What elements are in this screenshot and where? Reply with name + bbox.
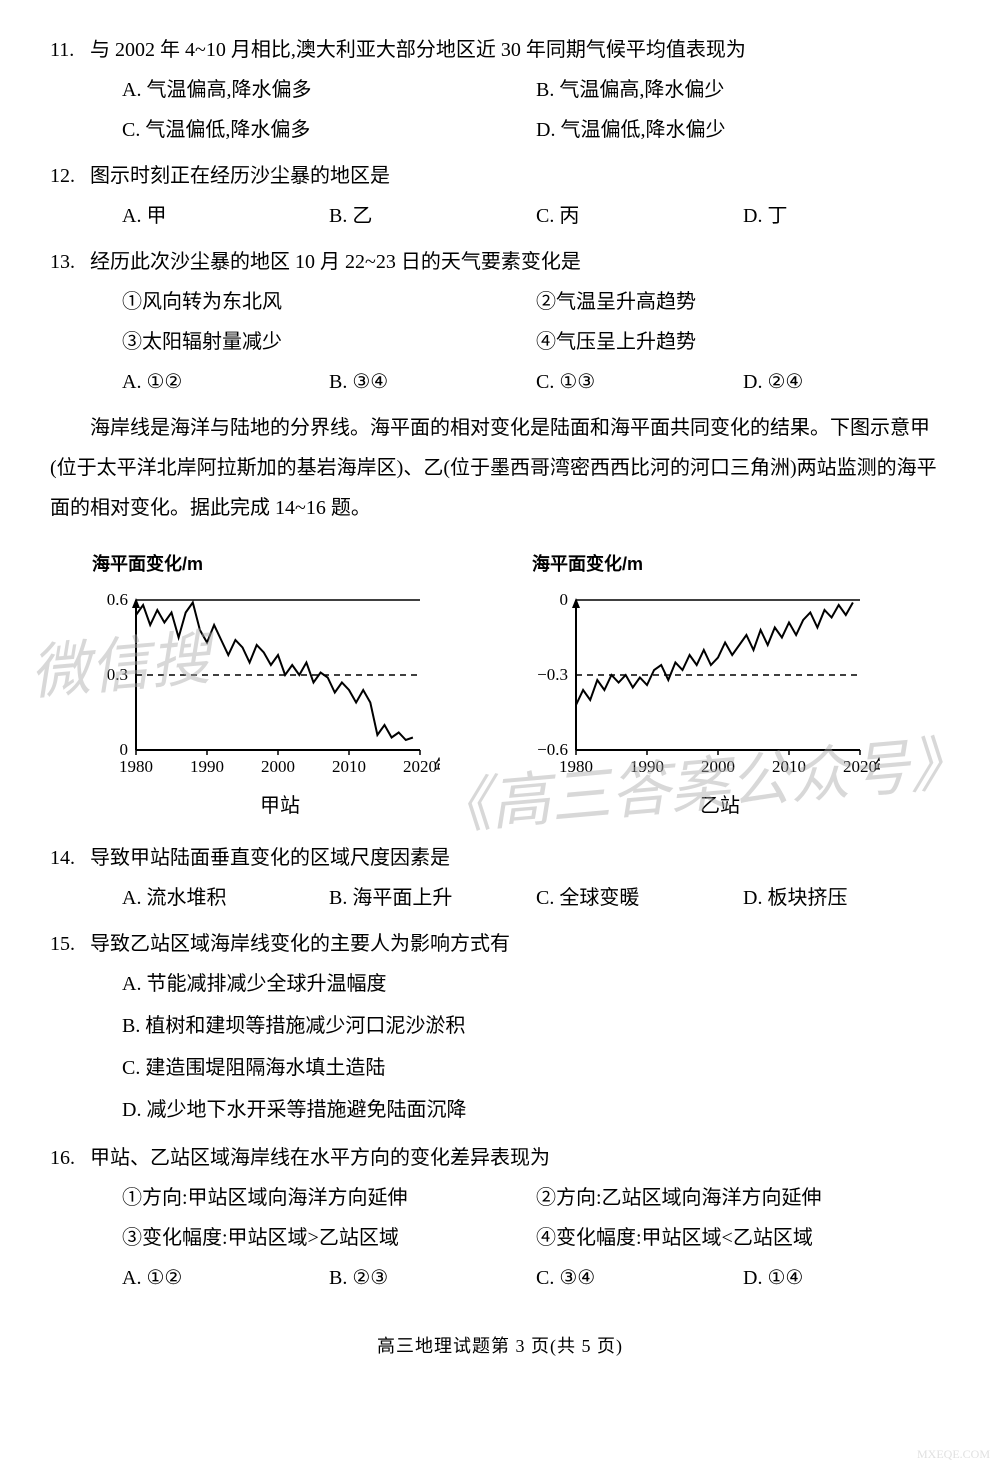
corner-watermark: MXEQE.COM: [917, 1442, 990, 1466]
svg-text:−0.3: −0.3: [537, 665, 568, 684]
q14-opt-a: A. 流水堆积: [122, 878, 329, 918]
q14-num: 14.: [50, 838, 90, 878]
q14-options: A. 流水堆积 B. 海平面上升 C. 全球变暖 D. 板块挤压: [50, 878, 950, 918]
question-14: 14.导致甲站陆面垂直变化的区域尺度因素是 A. 流水堆积 B. 海平面上升 C…: [50, 838, 950, 918]
q16-s4: ④变化幅度:甲站区域<乙站区域: [536, 1218, 950, 1258]
q12-opt-c: C. 丙: [536, 196, 743, 236]
question-16: 16.甲站、乙站区域海岸线在水平方向的变化差异表现为 ①方向:甲站区域向海洋方向…: [50, 1138, 950, 1298]
svg-text:2000: 2000: [701, 757, 735, 776]
question-13: 13.经历此次沙尘暴的地区 10 月 22~23 日的天气要素变化是 ①风向转为…: [50, 242, 950, 402]
q13-options: A. ①② B. ③④ C. ①③ D. ②④: [50, 362, 950, 402]
q11-num: 11.: [50, 30, 90, 70]
q14-stem: 14.导致甲站陆面垂直变化的区域尺度因素是: [50, 838, 950, 878]
svg-text:2020: 2020: [403, 757, 437, 776]
q12-options: A. 甲 B. 乙 C. 丙 D. 丁: [50, 196, 950, 236]
passage-2: 海岸线是海洋与陆地的分界线。海平面的相对变化是陆面和海平面共同变化的结果。下图示…: [50, 408, 950, 528]
q13-opt-d: D. ②④: [743, 362, 950, 402]
q15-stem: 15.导致乙站区域海岸线变化的主要人为影响方式有: [50, 924, 950, 964]
chart-a-caption: 甲站: [80, 786, 480, 826]
q13-opt-b: B. ③④: [329, 362, 536, 402]
svg-text:2000: 2000: [261, 757, 295, 776]
q15-opt-c: C. 建造围堤阻隔海水填土造陆: [122, 1048, 950, 1090]
q15-opt-b: B. 植树和建坝等措施减少河口泥沙淤积: [122, 1006, 950, 1048]
q11-text: 与 2002 年 4~10 月相比,澳大利亚大部分地区近 30 年同期气候平均值…: [90, 39, 746, 61]
q14-opt-b: B. 海平面上升: [329, 878, 536, 918]
q13-opt-a: A. ①②: [122, 362, 329, 402]
q13-s2: ②气温呈升高趋势: [536, 282, 950, 322]
chart-b-block: 海平面变化/m −0.6−0.3019801990200020102020年 乙…: [520, 546, 920, 826]
q16-stem: 16.甲站、乙站区域海岸线在水平方向的变化差异表现为: [50, 1138, 950, 1178]
svg-text:年: 年: [874, 757, 880, 776]
q14-opt-d: D. 板块挤压: [743, 878, 950, 918]
chart-a-svg: 00.30.619801990200020102020年: [80, 582, 440, 782]
q12-opt-d: D. 丁: [743, 196, 950, 236]
svg-text:0.3: 0.3: [107, 665, 128, 684]
svg-text:2020: 2020: [843, 757, 877, 776]
q11-opt-a: A. 气温偏高,降水偏多: [122, 70, 536, 110]
q13-num: 13.: [50, 242, 90, 282]
q11-opt-d: D. 气温偏低,降水偏少: [536, 110, 950, 150]
svg-text:1980: 1980: [119, 757, 153, 776]
charts-container: 微信搜 《高三答案公众号》 海平面变化/m 00.30.619801990200…: [50, 546, 950, 826]
q15-text: 导致乙站区域海岸线变化的主要人为影响方式有: [90, 933, 510, 955]
q15-num: 15.: [50, 924, 90, 964]
q12-num: 12.: [50, 156, 90, 196]
q13-s3: ③太阳辐射量减少: [122, 322, 536, 362]
q16-text: 甲站、乙站区域海岸线在水平方向的变化差异表现为: [90, 1147, 550, 1169]
q11-opt-b: B. 气温偏高,降水偏少: [536, 70, 950, 110]
q14-opt-c: C. 全球变暖: [536, 878, 743, 918]
q13-text: 经历此次沙尘暴的地区 10 月 22~23 日的天气要素变化是: [90, 251, 581, 273]
q11-stem: 11.与 2002 年 4~10 月相比,澳大利亚大部分地区近 30 年同期气候…: [50, 30, 950, 70]
q16-s1: ①方向:甲站区域向海洋方向延伸: [122, 1178, 536, 1218]
q16-opt-c: C. ③④: [536, 1258, 743, 1298]
q14-text: 导致甲站陆面垂直变化的区域尺度因素是: [90, 847, 450, 869]
svg-text:1980: 1980: [559, 757, 593, 776]
chart-b-title: 海平面变化/m: [520, 546, 920, 582]
q12-opt-b: B. 乙: [329, 196, 536, 236]
q12-opt-a: A. 甲: [122, 196, 329, 236]
q16-statements: ①方向:甲站区域向海洋方向延伸 ②方向:乙站区域向海洋方向延伸 ③变化幅度:甲站…: [50, 1178, 950, 1258]
q16-num: 16.: [50, 1138, 90, 1178]
q13-statements: ①风向转为东北风 ②气温呈升高趋势 ③太阳辐射量减少 ④气压呈上升趋势: [50, 282, 950, 362]
q15-options: A. 节能减排减少全球升温幅度 B. 植树和建坝等措施减少河口泥沙淤积 C. 建…: [50, 964, 950, 1132]
q11-opt-c: C. 气温偏低,降水偏多: [122, 110, 536, 150]
svg-text:2010: 2010: [332, 757, 366, 776]
q12-stem: 12.图示时刻正在经历沙尘暴的地区是: [50, 156, 950, 196]
question-15: 15.导致乙站区域海岸线变化的主要人为影响方式有 A. 节能减排减少全球升温幅度…: [50, 924, 950, 1132]
q13-stem: 13.经历此次沙尘暴的地区 10 月 22~23 日的天气要素变化是: [50, 242, 950, 282]
svg-text:1990: 1990: [630, 757, 664, 776]
chart-a-title: 海平面变化/m: [80, 546, 480, 582]
q16-options: A. ①② B. ②③ C. ③④ D. ①④: [50, 1258, 950, 1298]
q13-opt-c: C. ①③: [536, 362, 743, 402]
question-11: 11.与 2002 年 4~10 月相比,澳大利亚大部分地区近 30 年同期气候…: [50, 30, 950, 150]
q15-opt-a: A. 节能减排减少全球升温幅度: [122, 964, 950, 1006]
svg-text:2010: 2010: [772, 757, 806, 776]
chart-a-block: 海平面变化/m 00.30.619801990200020102020年 甲站: [80, 546, 480, 826]
svg-text:0: 0: [560, 590, 569, 609]
question-12: 12.图示时刻正在经历沙尘暴的地区是 A. 甲 B. 乙 C. 丙 D. 丁: [50, 156, 950, 236]
q16-opt-a: A. ①②: [122, 1258, 329, 1298]
q16-opt-b: B. ②③: [329, 1258, 536, 1298]
q16-s3: ③变化幅度:甲站区域>乙站区域: [122, 1218, 536, 1258]
q12-text: 图示时刻正在经历沙尘暴的地区是: [90, 165, 390, 187]
chart-b-caption: 乙站: [520, 786, 920, 826]
q13-s1: ①风向转为东北风: [122, 282, 536, 322]
q15-opt-d: D. 减少地下水开采等措施避免陆面沉降: [122, 1090, 950, 1132]
q13-s4: ④气压呈上升趋势: [536, 322, 950, 362]
q11-options: A. 气温偏高,降水偏多 B. 气温偏高,降水偏少 C. 气温偏低,降水偏多 D…: [50, 70, 950, 150]
chart-b-svg: −0.6−0.3019801990200020102020年: [520, 582, 880, 782]
page-footer: 高三地理试题第 3 页(共 5 页): [50, 1328, 950, 1364]
q16-s2: ②方向:乙站区域向海洋方向延伸: [536, 1178, 950, 1218]
svg-text:0.6: 0.6: [107, 590, 128, 609]
svg-text:1990: 1990: [190, 757, 224, 776]
q16-opt-d: D. ①④: [743, 1258, 950, 1298]
svg-text:年: 年: [434, 757, 440, 776]
